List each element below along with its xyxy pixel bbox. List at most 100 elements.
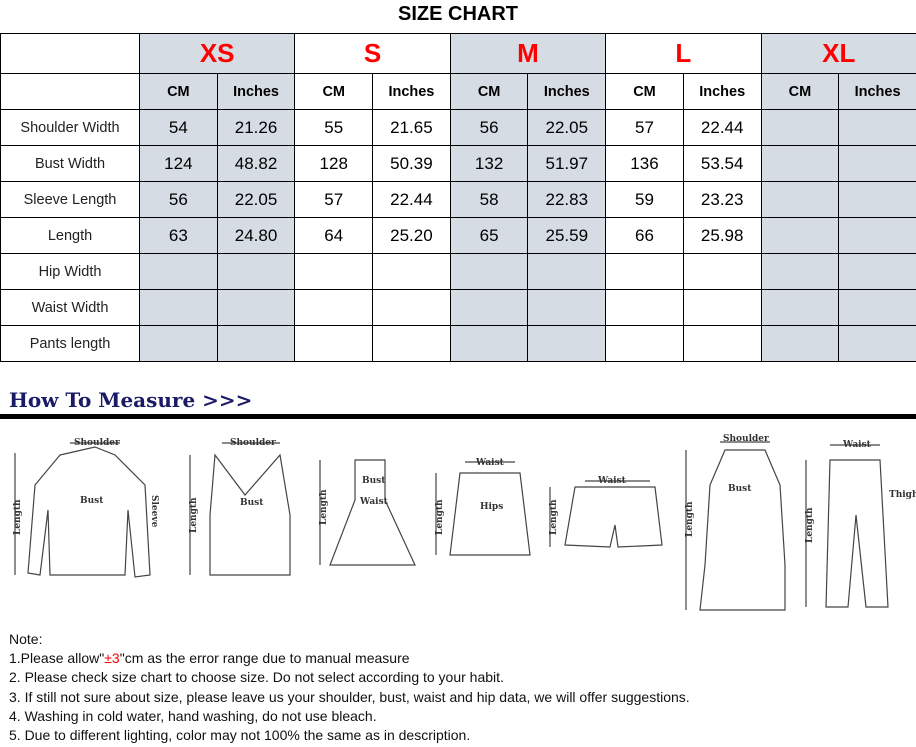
table-cell <box>216 289 296 326</box>
table-cell: 56 <box>139 181 218 218</box>
measurement-diagrams: Shoulder Length Bust Sleeve Shoulder Len… <box>13 434 916 611</box>
table-cell <box>449 289 529 326</box>
table-cell <box>838 217 916 254</box>
table-cell: 63 <box>139 217 218 254</box>
empty-cell <box>0 73 140 110</box>
measurement-label: Bust <box>240 498 264 508</box>
measurement-label: Waist <box>597 476 627 486</box>
table-cell <box>760 181 840 218</box>
table-cell <box>838 181 916 218</box>
table-cell: 56 <box>449 109 529 146</box>
table-cell: 24.80 <box>216 217 296 254</box>
table-cell: 58 <box>449 181 529 218</box>
measurement-label: Thigh <box>889 490 916 500</box>
table-row: Length 63 24.80 64 25.20 65 25.59 66 25.98 <box>0 217 916 254</box>
table-cell <box>760 217 840 254</box>
measurement-label: Length <box>549 499 559 535</box>
table-row: Pants length <box>0 325 916 362</box>
size-header-s: S <box>294 33 451 74</box>
table-cell: 132 <box>449 145 529 182</box>
table-cell <box>682 289 762 326</box>
table-cell <box>139 253 218 290</box>
table-cell <box>760 109 840 146</box>
table-cell <box>216 325 296 362</box>
bust-label: Bust <box>80 496 104 506</box>
table-row: Sleeve Length 56 22.05 57 22.44 58 22.83 59 23.2… <box>0 181 916 218</box>
table-cell <box>139 325 218 362</box>
row-label: Waist Width <box>0 289 140 326</box>
unit-header-row: CM Inches CM Inches CM Inches CM Inches CM Inches <box>0 73 916 110</box>
blouse-diagram: Shoulder Length Bust Sleeve <box>13 438 159 578</box>
table-cell <box>838 145 916 182</box>
table-cell <box>216 253 296 290</box>
table-cell <box>605 289 684 326</box>
measurement-label: Shoulder <box>230 438 276 448</box>
shoulder-label: Shoulder <box>74 438 120 448</box>
unit-header-cm: CM <box>760 73 840 110</box>
table-row: Bust Width 124 48.82 128 50.39 132 51.97 136 53.… <box>0 145 916 182</box>
table-cell <box>294 325 374 362</box>
row-label: Sleeve Length <box>0 181 140 218</box>
table-cell: 50.39 <box>372 145 451 182</box>
unit-header-inches: Inches <box>682 73 762 110</box>
table-cell <box>372 289 451 326</box>
table-cell: 22.05 <box>527 109 607 146</box>
table-row: Hip Width <box>0 253 916 290</box>
table-cell: 25.59 <box>527 217 607 254</box>
measurement-label: Waist <box>359 497 389 507</box>
how-to-measure-heading: How To Measure >>> <box>9 388 253 412</box>
table-cell <box>838 109 916 146</box>
table-cell <box>760 325 840 362</box>
table-cell: 48.82 <box>216 145 296 182</box>
measurement-label: Bust <box>362 476 386 486</box>
table-cell: 22.05 <box>216 181 296 218</box>
divider <box>0 414 916 419</box>
table-cell <box>294 253 374 290</box>
row-label: Bust Width <box>0 145 140 182</box>
table-cell <box>605 325 684 362</box>
size-header-m: M <box>449 33 607 74</box>
length-label: Length <box>13 499 23 535</box>
note-5: 5. Due to different lighting, color may … <box>9 727 471 744</box>
measurement-label: Length <box>189 497 199 533</box>
table-cell <box>372 253 451 290</box>
table-cell: 136 <box>605 145 684 182</box>
table-cell <box>605 253 684 290</box>
notes-heading: Note: <box>9 631 43 647</box>
table-cell: 22.44 <box>682 109 762 146</box>
table-cell: 25.20 <box>372 217 451 254</box>
shorts-diagram: Waist Length <box>549 476 663 548</box>
unit-header-inches: Inches <box>372 73 451 110</box>
unit-header-cm: CM <box>449 73 529 110</box>
note-3: 3. If still not sure about size, please … <box>9 688 690 705</box>
table-cell: 57 <box>605 109 684 146</box>
table-cell <box>838 289 916 326</box>
table-cell <box>682 253 762 290</box>
table-cell: 22.83 <box>527 181 607 218</box>
table-cell <box>838 253 916 290</box>
table-cell <box>139 289 218 326</box>
table-cell: 21.26 <box>216 109 296 146</box>
table-cell: 124 <box>139 145 218 182</box>
coat-diagram: Shoulder Bust Length <box>685 434 786 611</box>
table-cell: 65 <box>449 217 529 254</box>
size-header-row: XS S M L XL <box>0 33 916 74</box>
table-cell <box>294 289 374 326</box>
table-cell: 59 <box>605 181 684 218</box>
table-cell <box>838 325 916 362</box>
size-header-xs: XS <box>138 33 296 74</box>
table-cell: 54 <box>139 109 218 146</box>
size-chart-title: SIZE CHART <box>398 3 518 25</box>
measurement-label: Length <box>319 489 329 525</box>
measurement-label: Length <box>685 501 695 537</box>
measurement-label: Bust <box>728 484 752 494</box>
table-row: Waist Width <box>0 289 916 326</box>
pants-diagram: Waist Length Thigh <box>805 440 916 608</box>
size-header-xl: XL <box>760 33 916 74</box>
notes: Note: 1.Please allow"±3"cm as the error … <box>9 630 690 745</box>
unit-header-cm: CM <box>605 73 684 110</box>
unit-header-inches: Inches <box>838 73 916 110</box>
note-1: 1.Please allow"±3"cm as the error range … <box>9 650 410 667</box>
unit-header-cm: CM <box>139 73 218 110</box>
sleeve-label: Sleeve <box>149 495 159 528</box>
